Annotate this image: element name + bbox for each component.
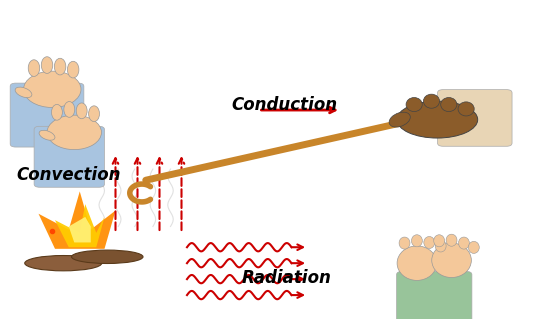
Ellipse shape — [389, 112, 410, 127]
Ellipse shape — [424, 236, 434, 249]
Text: Conduction: Conduction — [231, 96, 337, 114]
Ellipse shape — [24, 71, 81, 108]
Ellipse shape — [432, 243, 471, 278]
Ellipse shape — [41, 57, 53, 73]
Polygon shape — [55, 204, 104, 247]
Ellipse shape — [397, 101, 477, 138]
Ellipse shape — [76, 103, 87, 119]
Ellipse shape — [446, 234, 457, 246]
Ellipse shape — [54, 58, 66, 75]
Ellipse shape — [406, 98, 422, 112]
Ellipse shape — [15, 87, 32, 98]
FancyBboxPatch shape — [438, 90, 512, 146]
Ellipse shape — [28, 60, 40, 77]
Ellipse shape — [441, 98, 457, 112]
Polygon shape — [69, 217, 91, 242]
Ellipse shape — [458, 102, 474, 116]
FancyBboxPatch shape — [10, 83, 84, 147]
Text: Convection: Convection — [16, 167, 121, 184]
Ellipse shape — [469, 241, 479, 253]
Ellipse shape — [68, 61, 79, 78]
Ellipse shape — [64, 101, 75, 117]
Ellipse shape — [47, 115, 101, 150]
Text: Radiation: Radiation — [242, 269, 332, 286]
FancyBboxPatch shape — [397, 271, 472, 319]
Ellipse shape — [434, 235, 444, 247]
Ellipse shape — [52, 104, 62, 120]
Ellipse shape — [435, 240, 446, 252]
Ellipse shape — [39, 130, 55, 140]
Ellipse shape — [459, 237, 469, 249]
Ellipse shape — [424, 94, 439, 108]
FancyBboxPatch shape — [34, 126, 104, 187]
Ellipse shape — [411, 235, 422, 247]
Ellipse shape — [72, 250, 143, 263]
Ellipse shape — [25, 256, 102, 271]
Ellipse shape — [399, 237, 410, 249]
Polygon shape — [39, 191, 116, 249]
Ellipse shape — [397, 246, 437, 280]
Ellipse shape — [89, 106, 100, 122]
